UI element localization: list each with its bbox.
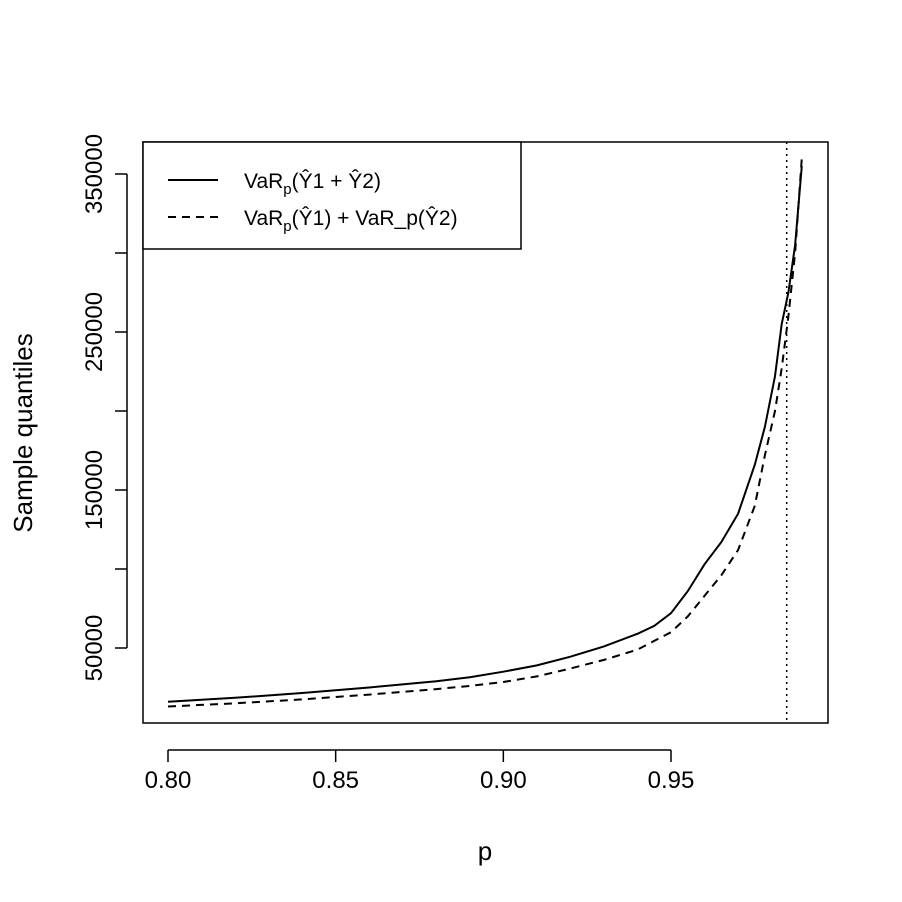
series-layer	[167, 142, 803, 723]
legend-label-sum-sub: p	[283, 218, 291, 235]
y-tick-label: 250000	[81, 292, 108, 372]
x-tick-label: 0.95	[648, 767, 695, 794]
legend-box	[142, 141, 522, 250]
y-axis: 50000 150000 250000 350000	[81, 134, 128, 682]
legend-label-sum-expr: (Ŷ1) + VaR_p(Ŷ2)	[292, 207, 458, 230]
legend-entry-sum: VaRp(Ŷ1) + VaR_p(Ŷ2)	[244, 207, 458, 235]
legend-entry-combined: VaRp(Ŷ1 + Ŷ2)	[244, 170, 381, 198]
legend-label-combined-main: VaR	[244, 170, 283, 193]
series-line-sum	[167, 158, 803, 708]
legend: VaRp(Ŷ1 + Ŷ2) VaRp(Ŷ1) + VaR_p(Ŷ2)	[142, 141, 522, 250]
y-tick-label: 50000	[81, 615, 108, 682]
legend-label-sum-main: VaR	[244, 207, 283, 230]
y-tick-label: 350000	[81, 134, 108, 214]
x-tick-label: 0.80	[145, 767, 192, 794]
x-axis-title: p	[478, 836, 492, 866]
y-axis-title: Sample quantiles	[8, 333, 38, 532]
y-tick-label: 150000	[81, 450, 108, 530]
x-tick-label: 0.85	[312, 767, 359, 794]
legend-label-combined-sub: p	[283, 181, 291, 198]
legend-label-combined: VaRp(Ŷ1 + Ŷ2)	[244, 170, 381, 198]
legend-label-sum: VaRp(Ŷ1) + VaR_p(Ŷ2)	[244, 207, 458, 235]
series-line-combined	[167, 166, 803, 703]
x-axis: 0.80 0.85 0.90 0.95	[145, 749, 695, 794]
x-tick-label: 0.90	[480, 767, 527, 794]
legend-label-combined-expr: (Ŷ1 + Ŷ2)	[292, 170, 381, 193]
